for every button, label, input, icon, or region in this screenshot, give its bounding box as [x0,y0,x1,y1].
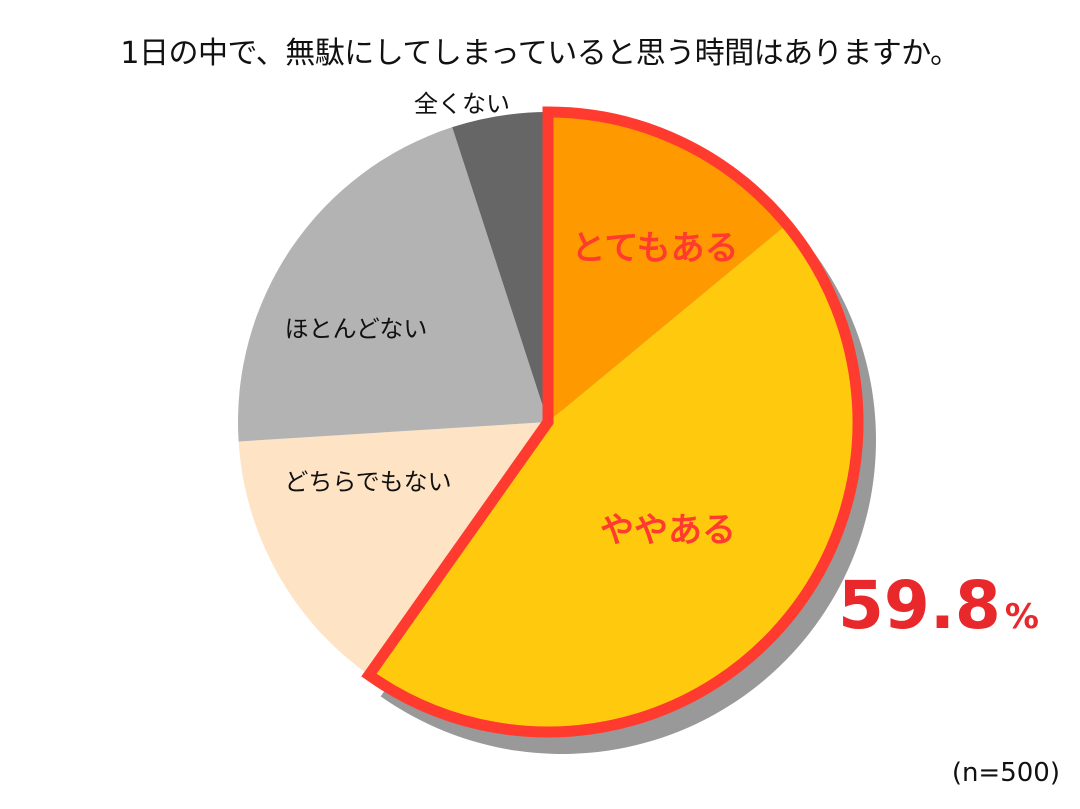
sample-size-note: (n=500) [951,758,1060,788]
slice-4-label: 全くない [414,90,510,118]
slice-3-wedge [237,127,549,442]
slice-0-label: とてもある [571,229,738,269]
highlight-value: 59.8 [838,567,1001,644]
chart-title: 1日の中で、無駄にしてしまっていると思う時間はありますか。 [120,36,960,71]
slice-4-wedge [452,111,548,422]
highlight-total-label: 59.8% [838,567,1039,644]
highlight-outline [361,106,864,738]
highlight-unit: % [1005,597,1039,637]
slice-2-label: どちらでもない [284,468,451,496]
slice-2-wedge [238,422,549,676]
slice-3-label: ほとんどない [285,315,428,343]
slice-0-wedge [548,112,787,422]
slice-1-label: ややある [600,511,736,551]
slice-1-wedge [368,224,859,733]
